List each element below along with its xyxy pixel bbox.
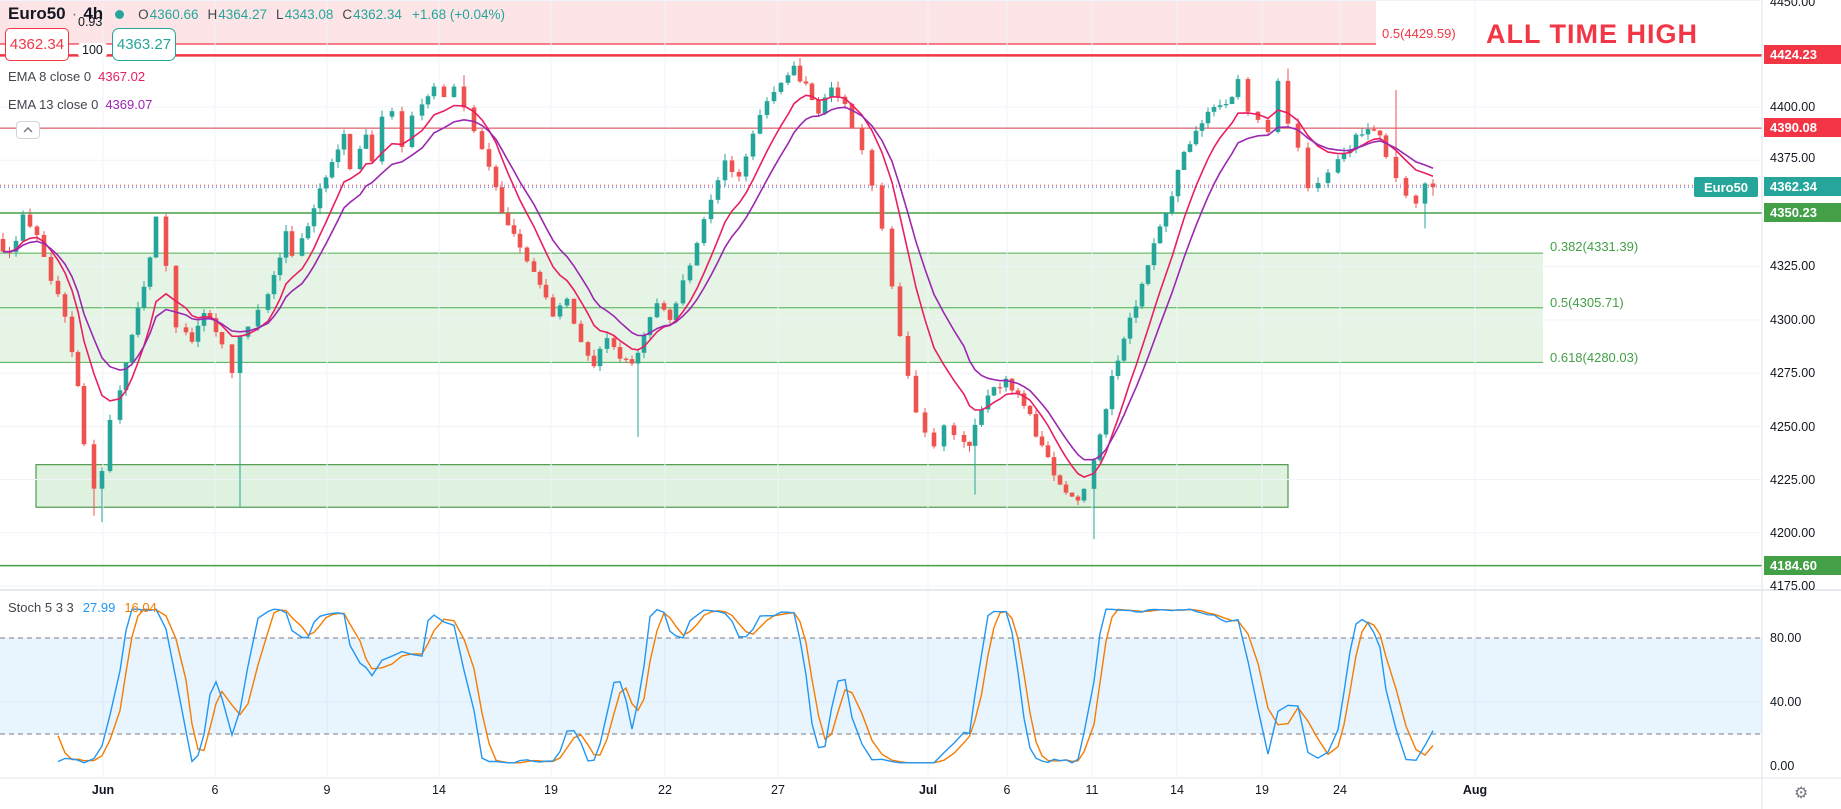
price-axis-label: 4390.08: [1764, 118, 1841, 137]
price-axis-label: 4325.00: [1770, 258, 1816, 273]
stoch-d-value: 16.04: [124, 600, 157, 615]
market-status-dot: [115, 9, 125, 19]
stoch-k-value: 27.99: [82, 600, 116, 615]
time-axis-label: Jun: [91, 783, 115, 797]
ohlc-part: O4360.66: [138, 6, 199, 22]
position-box[interactable]: 4363.27: [112, 28, 176, 61]
fib-upper-label: 0.5(4429.59): [1382, 26, 1456, 41]
symbol-title: Euro50: [8, 4, 66, 23]
time-axis-label: 6: [1003, 783, 1011, 797]
symbol-legend[interactable]: Euro50 · 4h O4360.66 H4364.27 L4343.08 C436…: [8, 4, 505, 24]
price-axis-label: 80.00: [1770, 630, 1802, 645]
interval-label: 4h: [83, 4, 104, 23]
stoch-legend[interactable]: Stoch 5 3 3 27.99 16.04: [8, 600, 157, 615]
price-axis-label: 4424.23: [1764, 45, 1841, 64]
time-axis-label: 22: [658, 783, 672, 797]
ema13-label: EMA 13 close 0: [8, 97, 99, 112]
position-qty[interactable]: 100: [78, 43, 107, 57]
ohlc-part: H4364.27: [207, 6, 268, 22]
ema8-value: 4367.02: [98, 69, 146, 84]
price-axis-label: 4362.34: [1764, 177, 1841, 196]
time-axis-label: 6: [211, 783, 219, 797]
time-axis-label: Jul: [918, 783, 938, 797]
time-axis-label: 11: [1085, 783, 1099, 797]
time-axis-label: 24: [1333, 783, 1347, 797]
stoch-k-line: [57, 608, 1434, 764]
supply-zone: [0, 0, 1376, 45]
ema8-label: EMA 8 close 0: [8, 69, 92, 84]
fib-level-label: 0.618(4280.03): [1550, 350, 1639, 365]
time-axis-label: 14: [432, 783, 446, 797]
price-axis-label: 4300.00: [1770, 312, 1816, 327]
ema8-legend[interactable]: EMA 8 close 0 4367.02: [8, 69, 145, 84]
ohlc-part: C4362.34: [342, 6, 402, 22]
ema13-value: 4369.07: [105, 97, 153, 112]
scale-settings-gear-icon[interactable]: ⚙: [1788, 782, 1814, 803]
time-axis-label: 14: [1170, 783, 1184, 797]
time-axis-label: 27: [771, 783, 785, 797]
ohlc-values: O4360.66 H4364.27 L4343.08 C4362.34 +1.68 (+…: [138, 7, 505, 22]
time-axis-label: 19: [544, 783, 558, 797]
position-pl: 0.93: [78, 15, 103, 29]
ema13-line: [3, 106, 1434, 461]
collapse-indicators-button[interactable]: [16, 121, 40, 139]
time-axis-label: 19: [1255, 783, 1269, 797]
ohlc-part: +1.68 (+0.04%): [411, 6, 506, 22]
support-zone: [35, 464, 1289, 508]
ema8-line: [3, 94, 1434, 478]
ema13-legend[interactable]: EMA 13 close 0 4369.07: [8, 97, 152, 112]
price-axis-label: 4184.60: [1764, 556, 1841, 575]
all-time-high-text: ALL TIME HIGH: [1486, 19, 1698, 49]
ohlc-part: L4343.08: [276, 6, 334, 22]
time-axis-label: 9: [323, 783, 331, 797]
price-axis-label: 40.00: [1770, 694, 1802, 709]
price-axis-label: 4450.00: [1770, 0, 1816, 9]
price-axis-label: 4225.00: [1770, 472, 1816, 487]
price-axis-label: 4175.00: [1770, 578, 1816, 593]
alert-price: 4362.34: [9, 36, 65, 53]
price-axis-label: 4275.00: [1770, 365, 1816, 380]
price-axis-label: 4250.00: [1770, 419, 1816, 434]
price-axis-label: 0.00: [1770, 758, 1795, 773]
price-axis-label: 4400.00: [1770, 99, 1816, 114]
fib-level-label: 0.5(4305.71): [1550, 295, 1624, 310]
fib-level-label: 0.382(4331.39): [1550, 239, 1639, 254]
stoch-label: Stoch 5 3 3: [8, 600, 74, 615]
price-alert-box[interactable]: 4362.34: [5, 28, 69, 61]
chevron-up-icon: [23, 127, 33, 133]
position-price: 4363.27: [116, 36, 172, 53]
price-axis-label: 4350.23: [1764, 203, 1841, 222]
price-axis-label: 4375.00: [1770, 150, 1816, 165]
time-axis-label: Aug: [1462, 783, 1488, 797]
price-axis-label: 4200.00: [1770, 525, 1816, 540]
symbol-price-badge: Euro50: [1694, 177, 1758, 197]
legend-separator: ·: [71, 4, 78, 23]
